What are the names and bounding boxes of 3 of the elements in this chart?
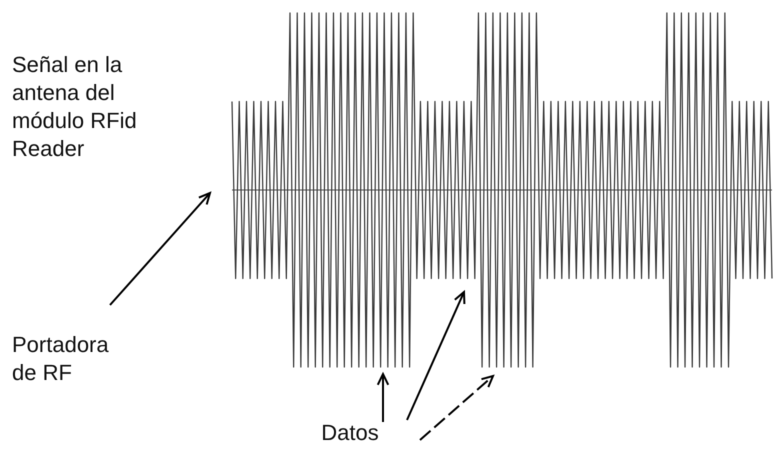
text: Datos — [321, 420, 379, 445]
text: Portadora de RF — [12, 332, 110, 385]
text: Señal en la antena del módulo RFid Reader — [12, 52, 137, 161]
